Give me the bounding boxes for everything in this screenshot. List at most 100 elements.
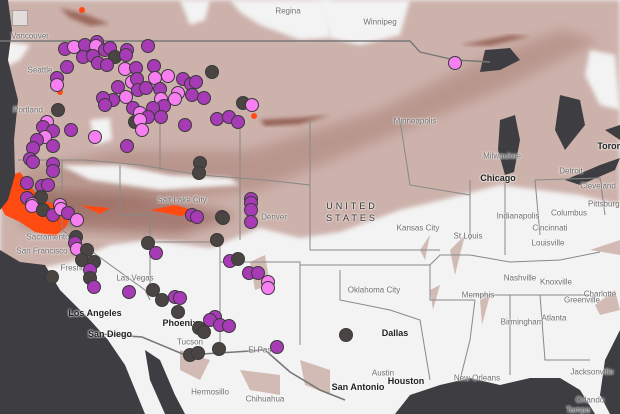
fire-marker-dark[interactable] [141,236,155,250]
city-label: New Orleans [453,373,501,383]
city-label: Regina [275,6,301,16]
fire-marker-purple[interactable] [141,39,155,53]
city-label: Cincinnati [532,223,568,233]
fire-marker-purple[interactable] [190,210,204,224]
fire-marker-purple[interactable] [64,123,78,137]
fire-marker-pink[interactable] [50,78,64,92]
city-label: Minneapolis [393,116,437,126]
city-label: Oklahoma City [347,285,401,295]
fire-marker-dark[interactable] [191,346,205,360]
fire-marker-pink[interactable] [70,213,84,227]
fire-marker-purple[interactable] [147,59,161,73]
city-label: Pittsburgh [587,199,620,209]
city-label: Memphis [461,290,495,300]
fire-marker-purple[interactable] [270,340,284,354]
fire-marker-purple[interactable] [154,110,168,124]
fire-marker-purple[interactable] [189,75,203,89]
city-label: San Diego [87,329,133,339]
city-label: Las Vegas [116,273,154,283]
city-label: Birmingham [500,317,544,327]
fire-marker-purple[interactable] [100,58,114,72]
city-label: Detroit [559,166,583,176]
fire-marker-purple[interactable] [20,176,34,190]
fire-marker-purple[interactable] [46,164,60,178]
fire-marker-pink[interactable] [119,90,133,104]
fire-marker-purple[interactable] [185,88,199,102]
fire-marker-pink[interactable] [448,56,462,70]
fire-marker-dark[interactable] [231,252,245,266]
city-label: Tampa [565,405,591,414]
country-label-united-states: UNITED STATES [326,201,378,223]
city-label: Kansas City [396,223,440,233]
fire-marker-purple[interactable] [210,112,224,126]
city-label: Chicago [480,173,516,183]
city-label: Cleveland [580,181,616,191]
city-label: Toronto [597,141,620,151]
fire-marker-pink[interactable] [88,130,102,144]
fire-marker-dark[interactable] [171,305,185,319]
fire-marker-purple[interactable] [60,60,74,74]
fire-marker-dark[interactable] [192,166,206,180]
fire-marker-dark[interactable] [197,325,211,339]
fire-marker-dark[interactable] [210,233,224,247]
fire-marker-pink[interactable] [161,69,175,83]
city-label: Greenville [563,295,601,305]
city-label: Chihuahua [245,394,285,404]
fire-marker-purple[interactable] [244,203,258,217]
city-label: Orlando [575,395,605,405]
city-label: Winnipeg [363,17,397,27]
city-label: Nashville [503,273,537,283]
city-label: Columbus [550,208,588,218]
city-label: Fresno [60,263,86,273]
fire-marker-dark[interactable] [216,211,230,225]
map-layers-button[interactable] [12,10,28,26]
city-label: Milwaukee [483,151,521,161]
fire-marker-purple[interactable] [178,118,192,132]
city-label: Dallas [381,328,409,338]
fire-marker-purple[interactable] [98,98,112,112]
fire-marker-purple[interactable] [251,266,265,280]
city-label: Hermosillo [191,387,229,397]
fire-marker-dark[interactable] [51,103,65,117]
fire-marker-dark[interactable] [212,342,226,356]
fire-marker-pink[interactable] [261,281,275,295]
city-label: Houston [387,376,425,386]
city-label: Portland [13,105,43,115]
fire-marker-purple[interactable] [197,91,211,105]
fire-marker-dark[interactable] [339,328,353,342]
city-label: Charlotte [583,289,617,299]
fire-marker-purple[interactable] [119,48,133,62]
fire-marker-purple[interactable] [120,139,134,153]
city-label: Tucson [177,337,203,347]
fire-marker-purple[interactable] [41,178,55,192]
fire-marker-dark[interactable] [155,293,169,307]
fire-marker-purple[interactable] [231,115,245,129]
fire-marker-dark[interactable] [45,270,59,284]
fire-marker-purple[interactable] [111,80,125,94]
fire-marker-pink[interactable] [168,92,182,106]
city-label: Salt Lake City [157,195,207,205]
fire-marker-purple[interactable] [26,155,40,169]
city-label: Austin [371,368,395,378]
fire-marker-pink[interactable] [135,123,149,137]
fire-marker-purple[interactable] [244,215,258,229]
fire-marker-dark[interactable] [146,283,160,297]
fire-marker-purple[interactable] [46,139,60,153]
fire-marker-purple[interactable] [87,280,101,294]
city-label: Louisville [531,238,565,248]
fire-marker-purple[interactable] [173,291,187,305]
fire-marker-pink[interactable] [245,98,259,112]
fire-marker-purple[interactable] [222,319,236,333]
fire-marker-dark[interactable] [205,65,219,79]
city-label: Sacramento [26,232,70,242]
fire-marker-purple[interactable] [139,81,153,95]
fire-marker-purple[interactable] [149,246,163,260]
city-label: Indianapolis [496,211,540,221]
fire-marker-purple[interactable] [122,285,136,299]
city-label: San Francisco [16,246,68,256]
city-label: Knoxville [539,277,573,287]
